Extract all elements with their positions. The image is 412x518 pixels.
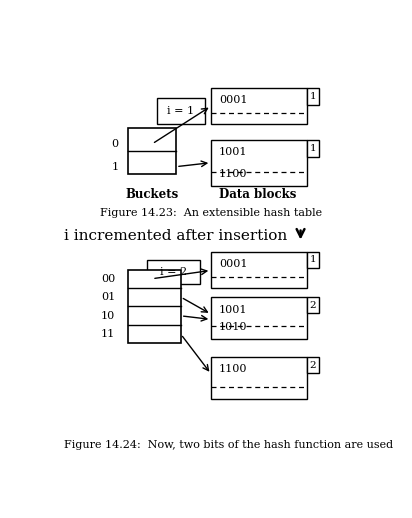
Text: 1: 1 xyxy=(310,92,316,101)
Text: Buckets: Buckets xyxy=(126,188,179,201)
Bar xyxy=(211,252,307,287)
Bar xyxy=(211,140,307,186)
Text: 1100: 1100 xyxy=(219,169,248,179)
Bar xyxy=(211,88,307,124)
Text: Figure 14.23:  An extensible hash table: Figure 14.23: An extensible hash table xyxy=(100,208,322,218)
Text: 1001: 1001 xyxy=(219,305,248,314)
Text: 0001: 0001 xyxy=(219,95,248,105)
Bar xyxy=(307,140,319,156)
Text: 10: 10 xyxy=(101,311,115,321)
Bar xyxy=(307,297,319,313)
Text: 2: 2 xyxy=(310,301,316,310)
Text: i = 1: i = 1 xyxy=(167,106,194,116)
Text: 00: 00 xyxy=(101,274,115,284)
Bar xyxy=(147,260,200,283)
Text: 1: 1 xyxy=(310,255,316,264)
Bar xyxy=(307,357,319,373)
Text: 0001: 0001 xyxy=(219,259,248,269)
Text: 0: 0 xyxy=(111,139,119,149)
Bar xyxy=(307,252,319,268)
Text: 1100: 1100 xyxy=(219,365,248,375)
Text: Data blocks: Data blocks xyxy=(219,188,296,201)
Text: 2: 2 xyxy=(310,361,316,370)
Bar xyxy=(128,128,176,174)
Bar xyxy=(211,297,307,339)
Text: 1010: 1010 xyxy=(219,322,248,332)
Bar xyxy=(307,88,319,105)
Text: 11: 11 xyxy=(101,329,115,339)
Text: 1: 1 xyxy=(111,162,119,171)
Text: 1: 1 xyxy=(310,144,316,153)
Bar xyxy=(128,269,181,343)
Bar xyxy=(157,98,205,124)
Text: 01: 01 xyxy=(101,292,115,302)
Text: i = 2: i = 2 xyxy=(160,267,187,277)
Bar xyxy=(211,357,307,399)
Text: 1001: 1001 xyxy=(219,147,248,157)
Text: i incremented after insertion: i incremented after insertion xyxy=(64,228,288,242)
Text: Figure 14.24:  Now, two bits of the hash function are used: Figure 14.24: Now, two bits of the hash … xyxy=(64,440,393,450)
